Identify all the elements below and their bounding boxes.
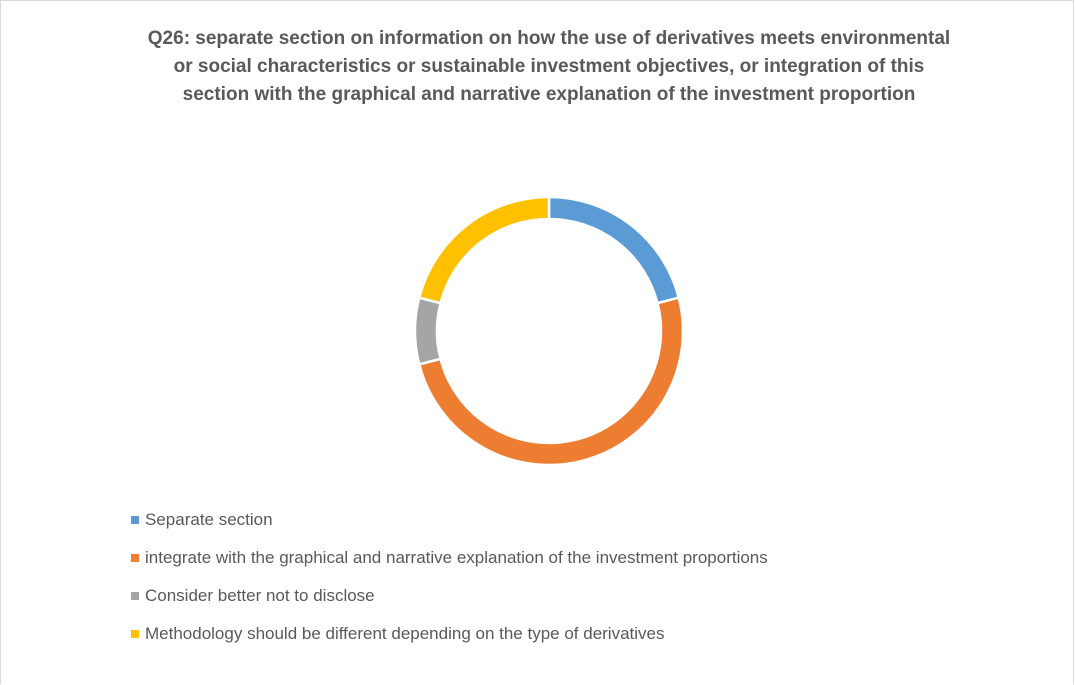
donut-segment — [413, 296, 443, 366]
chart-title: Q26: separate section on information on … — [147, 28, 951, 105]
legend-item: Consider better not to disclose — [131, 586, 375, 606]
legend-item: Methodology should be different dependin… — [131, 624, 665, 644]
legend-item: Separate section — [131, 510, 273, 530]
donut-segment — [417, 296, 685, 466]
legend-swatch — [131, 592, 139, 600]
legend-swatch — [131, 630, 139, 638]
legend-label: Methodology should be different dependin… — [145, 624, 665, 643]
donut-segment — [417, 195, 551, 305]
legend-item: integrate with the graphical and narrati… — [131, 548, 768, 568]
legend-swatch — [131, 554, 139, 562]
legend-swatch — [131, 516, 139, 524]
legend-label: integrate with the graphical and narrati… — [145, 548, 768, 567]
legend-label: Separate section — [145, 510, 273, 529]
donut-segment — [547, 195, 681, 305]
legend-label: Consider better not to disclose — [145, 586, 375, 605]
